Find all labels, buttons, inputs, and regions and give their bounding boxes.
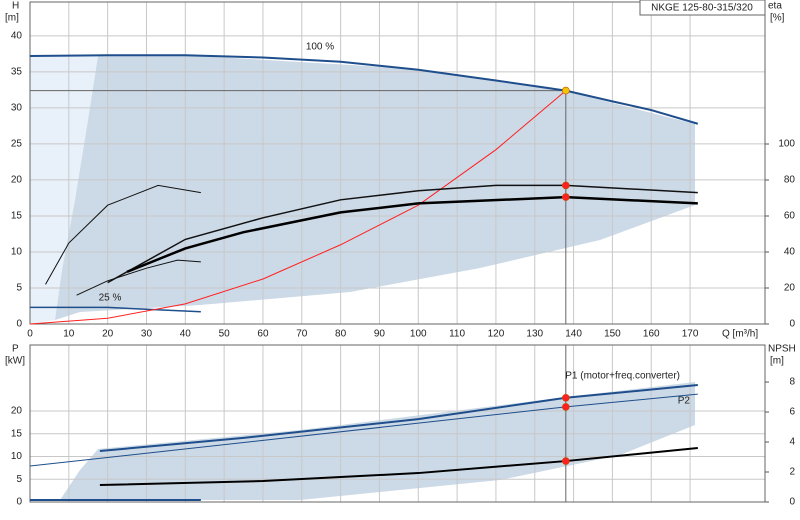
- shade: [30, 56, 98, 324]
- x-tick-label: 40: [180, 329, 192, 340]
- x-tick-label: 140: [565, 329, 582, 340]
- curve: [30, 306, 201, 313]
- x-tick-label: 70: [296, 329, 308, 340]
- y-tick-label: 0: [16, 497, 22, 508]
- y-tick-label: 5: [16, 474, 22, 485]
- title-box: [639, 0, 766, 16]
- x-label: Q [m³/h]: [722, 329, 758, 340]
- y2-label: NPSH: [768, 344, 796, 355]
- y2-tick-label: 0: [789, 497, 795, 508]
- y-label: P: [12, 344, 19, 355]
- x-tick-label: 10: [63, 329, 75, 340]
- plot-layer: 0 10 20 30 40 50 60 70 80 90 100 110 120 130 140 150 160…: [5, 1, 796, 508]
- y-tick-label: 20: [11, 406, 23, 417]
- y-tick-label: 25: [11, 139, 23, 150]
- marker: [562, 181, 570, 190]
- y2-label: eta: [768, 1, 782, 12]
- y-tick-label: 35: [11, 67, 23, 78]
- marker: [562, 457, 570, 465]
- y-tick-label: 30: [11, 103, 23, 114]
- y2-tick-label: 6: [789, 407, 795, 418]
- x-tick-label: 60: [257, 329, 269, 340]
- x-tick-label: 90: [374, 329, 386, 340]
- y2-tick-label: 4: [789, 437, 795, 448]
- x-tick-label: 80: [335, 329, 347, 340]
- x-tick-label: 150: [604, 329, 621, 340]
- y2-tick-label: 8: [789, 377, 795, 388]
- curve: [76, 259, 201, 296]
- y-tick-label: 20: [11, 175, 23, 186]
- x-tick-label: 50: [219, 329, 231, 340]
- series-label: 25 %: [99, 293, 122, 304]
- y-label: H: [12, 1, 19, 12]
- chart-title: NKGE 125-80-315/320: [651, 3, 753, 14]
- y-tick-label: 10: [11, 247, 23, 258]
- marker: [562, 193, 570, 201]
- curve: [99, 447, 698, 487]
- curve: [99, 384, 698, 453]
- x-tick-label: 0: [27, 329, 33, 340]
- marker: [562, 403, 570, 411]
- y2-unit: [%]: [770, 13, 785, 24]
- curve: [45, 184, 201, 285]
- series-label: P1 (motor+freq.converter): [565, 371, 680, 382]
- y2-tick-label: 40: [784, 247, 796, 258]
- series-label: P2: [678, 396, 691, 407]
- plot-frame: [29, 1, 766, 325]
- y-tick-label: 5: [16, 283, 22, 294]
- x-tick-label: 120: [488, 329, 505, 340]
- curve: [107, 184, 698, 284]
- y2-tick-label: 60: [784, 211, 796, 222]
- x-tick-label: 100: [410, 329, 427, 340]
- y2-tick-label: 2: [789, 467, 795, 478]
- y-tick-label: 15: [11, 428, 23, 439]
- y-tick-label: 40: [11, 30, 23, 41]
- y2-tick-label: 80: [784, 175, 796, 186]
- y-unit: [kW]: [5, 356, 25, 367]
- curve: [29, 54, 699, 125]
- y-tick-label: 0: [16, 319, 22, 330]
- x-tick-label: 130: [526, 329, 543, 340]
- series-label: 100 %: [306, 42, 334, 53]
- plot-frame: [29, 344, 766, 503]
- marker: [562, 86, 570, 95]
- y2-tick-label: 20: [784, 283, 796, 294]
- x-tick-label: 170: [682, 329, 699, 340]
- x-tick-label: 20: [102, 329, 114, 340]
- y2-tick-label: 100: [778, 139, 795, 150]
- y-tick-label: 15: [11, 211, 23, 222]
- x-tick-label: 160: [643, 329, 660, 340]
- shade: [60, 382, 695, 500]
- curve: [29, 90, 567, 325]
- marker: [562, 393, 570, 402]
- y2-unit: [m]: [770, 356, 784, 367]
- y-tick-label: 10: [11, 451, 23, 462]
- x-tick-label: 30: [141, 329, 153, 340]
- y2-tick-label: 0: [789, 319, 795, 330]
- y-unit: [m]: [5, 13, 19, 24]
- x-tick-label: 110: [449, 329, 465, 340]
